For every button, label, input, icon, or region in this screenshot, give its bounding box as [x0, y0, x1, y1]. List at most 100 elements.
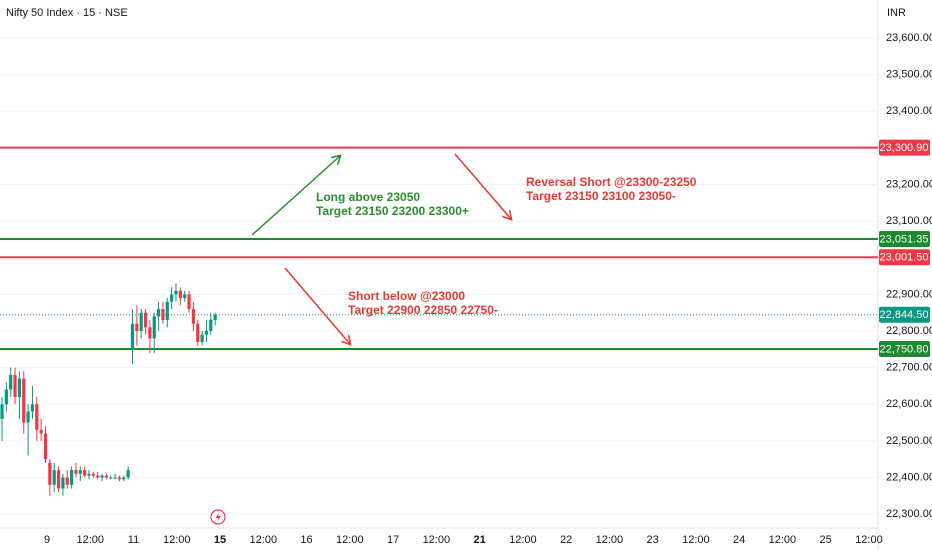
x-tick-label: 22 — [560, 534, 572, 546]
chart-title: Nifty 50 Index · 15 · NSE — [6, 7, 128, 19]
candle-body — [213, 314, 217, 321]
axes: 23,600.00 23,500.00 23,400.00 23,200.00 23,1… — [44, 32, 932, 546]
price-label: 23,001.50 — [880, 252, 929, 264]
x-tick-label: 11 — [128, 534, 139, 546]
y-tick-label: 22,400.00 — [886, 471, 932, 483]
candle-body — [109, 477, 113, 479]
candle-body — [83, 470, 87, 476]
x-tick-label: 12:00 — [682, 534, 710, 546]
candle-body — [56, 470, 61, 489]
candle-body — [187, 294, 191, 310]
candle-body — [204, 331, 209, 335]
candle-body — [74, 470, 78, 474]
price-label: 23,300.90 — [880, 142, 929, 154]
candle-body — [70, 470, 74, 485]
candle-body — [178, 290, 182, 299]
y-tick-label: 22,900.00 — [886, 288, 932, 300]
candle-body — [65, 477, 69, 485]
candle-body — [165, 301, 169, 321]
x-tick-label: 15 — [214, 534, 226, 546]
candle-body — [148, 327, 152, 339]
levels: 23,300.90 23,051.35 23,001.50 22,750.80 22,8… — [0, 139, 930, 358]
candle-body — [122, 477, 126, 480]
candle-body — [196, 323, 200, 342]
price-label-box — [879, 139, 930, 156]
x-tick-label: 24 — [733, 534, 745, 546]
annotation: Long above 23050 — [316, 190, 420, 204]
candle-body — [161, 309, 165, 321]
price-label: 22,844.50 — [880, 309, 929, 321]
x-tick-label: 12:00 — [423, 534, 451, 546]
candle-body — [126, 470, 130, 478]
candle-body — [200, 334, 204, 342]
candle-body — [87, 473, 91, 476]
candle-body — [91, 473, 95, 476]
y-tick-label: 22,800.00 — [886, 325, 932, 337]
candle-body — [30, 404, 35, 412]
arrow — [251, 156, 340, 236]
x-tick-label: 12:00 — [855, 534, 883, 546]
annotation: Target 23150 23100 23050- — [526, 189, 676, 203]
x-tick-label: 9 — [44, 534, 50, 546]
candle-body — [143, 312, 148, 328]
annotation: Target 23150 23200 23300+ — [316, 204, 469, 218]
x-tick-label: 12:00 — [250, 534, 278, 546]
candle-body — [104, 475, 108, 478]
candle-body — [113, 477, 117, 479]
candle-body — [52, 470, 56, 485]
candle-body — [174, 290, 178, 295]
y-tick-label: 22,700.00 — [886, 362, 932, 374]
candle-body — [157, 309, 161, 317]
candle-body — [35, 404, 39, 430]
candle-body — [26, 411, 30, 423]
candle-body — [48, 462, 52, 485]
candle-body — [152, 316, 156, 339]
y-tick-label: 22,500.00 — [886, 435, 932, 447]
candle-body — [183, 294, 187, 299]
candle-body — [9, 374, 13, 390]
y-tick-label: 22,300.00 — [886, 508, 932, 520]
arrow — [284, 267, 350, 344]
price-label-box — [879, 306, 930, 323]
price-label: 23,051.35 — [880, 233, 929, 245]
price-label-box — [879, 341, 930, 358]
candle-body — [135, 323, 139, 332]
candle-body — [61, 477, 65, 489]
x-tick-label: 12:00 — [509, 534, 537, 546]
candle-body — [191, 309, 195, 324]
annotation: Short below @23000 — [348, 289, 465, 303]
candle-body — [130, 323, 135, 350]
y-tick-label: 23,200.00 — [886, 178, 932, 190]
x-tick-label: 16 — [300, 534, 312, 546]
price-label-box — [879, 249, 930, 266]
candle-body — [100, 475, 104, 478]
candle-body — [209, 320, 213, 332]
y-tick-label: 23,100.00 — [886, 215, 932, 227]
candle-body — [39, 429, 43, 434]
annotation: Reversal Short @23300-23250 — [526, 175, 697, 189]
candle-body — [139, 312, 143, 332]
price-label: 22,750.80 — [880, 343, 929, 355]
grid — [0, 37, 878, 515]
x-tick-label: 12:00 — [76, 534, 104, 546]
x-tick-label: 17 — [387, 534, 399, 546]
candle-body — [13, 374, 17, 397]
candle-body — [4, 389, 8, 405]
event-icon — [210, 509, 226, 525]
x-tick-label: 21 — [473, 534, 485, 546]
x-tick-label: 12:00 — [769, 534, 797, 546]
candles — [0, 283, 217, 496]
currency: INR — [887, 7, 906, 19]
y-tick-label: 23,600.00 — [886, 32, 932, 44]
y-tick-label: 22,600.00 — [886, 398, 932, 410]
candle-body — [0, 404, 4, 419]
x-tick-label: 23 — [647, 534, 659, 546]
candle-body — [96, 475, 100, 478]
candle-body — [78, 470, 82, 474]
arrow — [454, 153, 511, 219]
candle-body — [43, 433, 48, 460]
price-label-box — [879, 230, 930, 247]
